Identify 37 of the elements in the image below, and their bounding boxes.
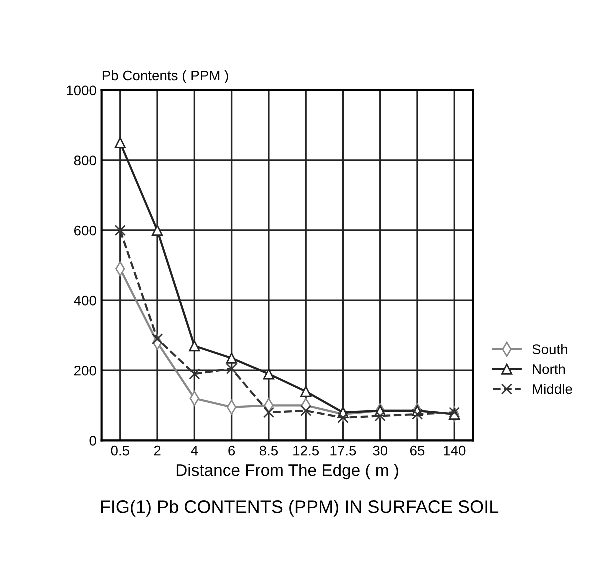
point [226, 352, 238, 364]
x-axis-title: Distance From The Edge ( m ) [176, 464, 398, 480]
x-tick-label: 6 [228, 446, 236, 456]
legend-label: South [532, 344, 568, 354]
x-tick-label: 2 [154, 446, 161, 456]
legend-label: Middle [533, 384, 572, 394]
point [412, 408, 424, 420]
x-tick-label: 4 [191, 446, 198, 456]
x-tick-label: 8.5 [260, 446, 278, 456]
y-tick-label: 600 [74, 226, 96, 236]
point [189, 340, 200, 352]
text: FIG(1) Pb CONTENTS (PPM) IN SURFACE SOIL [101, 500, 499, 517]
point [374, 410, 386, 422]
y-tick-label: 800 [74, 156, 96, 166]
point [300, 405, 312, 416]
x-tick-label: 0.5 [111, 446, 130, 456]
point [338, 412, 349, 424]
x-tick-label: 140 [444, 446, 466, 456]
point [226, 363, 238, 374]
y-tick-label: 0 [90, 436, 96, 446]
x-tick-label: 30 [373, 446, 388, 456]
point [263, 368, 275, 380]
point [114, 137, 126, 148]
y-tick-label: 200 [74, 366, 96, 376]
point [300, 386, 312, 398]
point [114, 224, 126, 236]
point [152, 334, 164, 345]
point [152, 224, 164, 236]
x-tick-label: 17.5 [330, 446, 356, 456]
y-axis-title: Pb Contents ( PPM ) [102, 70, 228, 84]
y-tick-label: 1000 [67, 86, 96, 96]
point [263, 407, 275, 418]
legend-label: North [533, 364, 566, 374]
x-tick-label: 12.5 [294, 446, 320, 456]
y-tick-label: 400 [74, 296, 96, 306]
point [189, 368, 200, 380]
x-tick-label: 65 [410, 446, 425, 456]
